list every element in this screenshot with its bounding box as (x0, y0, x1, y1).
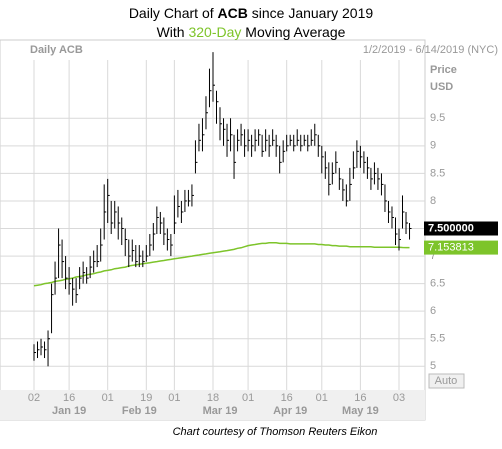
y-tick-label: 5 (430, 360, 436, 372)
x-tick-label: 03 (393, 392, 405, 404)
title-ticker: ACB (218, 5, 248, 21)
title-line-2: With 320-Day Moving Average (157, 24, 346, 40)
title-ma: 320-Day (188, 24, 241, 40)
month-label: Jan 19 (52, 405, 86, 417)
title-part: since January 2019 (248, 5, 374, 21)
title-part: With (157, 24, 189, 40)
month-label: Apr 19 (273, 405, 307, 417)
scale-button[interactable] (428, 373, 465, 389)
month-label: Mar 19 (203, 405, 238, 417)
y-tick-label: 9.5 (430, 112, 445, 124)
x-tick-label: 01 (242, 392, 254, 404)
last-price-label: 7.500000 (428, 222, 474, 234)
y-tick-label: 6.5 (430, 278, 445, 290)
month-label: May 19 (342, 405, 379, 417)
currency-label: USD (430, 81, 453, 93)
x-tick-label: 16 (354, 392, 366, 404)
x-tick-label: 01 (168, 392, 180, 404)
last-ma-tag (424, 240, 498, 255)
moving-average-line (33, 242, 410, 287)
x-tick-label: 16 (63, 392, 75, 404)
month-label: Feb 19 (122, 405, 157, 417)
x-tick-label: 01 (102, 392, 114, 404)
title-part: Moving Average (241, 24, 345, 40)
y-tick-label: 7 (430, 250, 436, 262)
title-part: Daily Chart of (129, 5, 218, 21)
price-label: Price (430, 64, 457, 76)
x-tick-label: 19 (140, 392, 152, 404)
y-tick-label: 5.5 (430, 333, 445, 345)
range-label: 1/2/2019 - 6/14/2019 (NYC) (363, 44, 498, 56)
scale-label[interactable]: Auto (435, 375, 458, 387)
x-tick-label: 02 (28, 392, 40, 404)
last-price-tag (424, 221, 498, 236)
title-line-1: Daily Chart of ACB since January 2019 (129, 5, 374, 21)
x-axis-band (0, 390, 425, 420)
panel-label: Daily ACB (30, 44, 83, 56)
x-tick-label: 16 (281, 392, 293, 404)
source-note: Chart courtesy of Thomson Reuters Eikon (173, 426, 378, 438)
last-ma-label: 7.153813 (428, 241, 474, 253)
y-tick-label: 9 (430, 140, 436, 152)
x-tick-label: 01 (316, 392, 328, 404)
y-tick-label: 8.5 (430, 167, 445, 179)
y-tick-label: 6 (430, 305, 436, 317)
y-tick-label: 8 (430, 195, 436, 207)
x-tick-label: 18 (207, 392, 219, 404)
